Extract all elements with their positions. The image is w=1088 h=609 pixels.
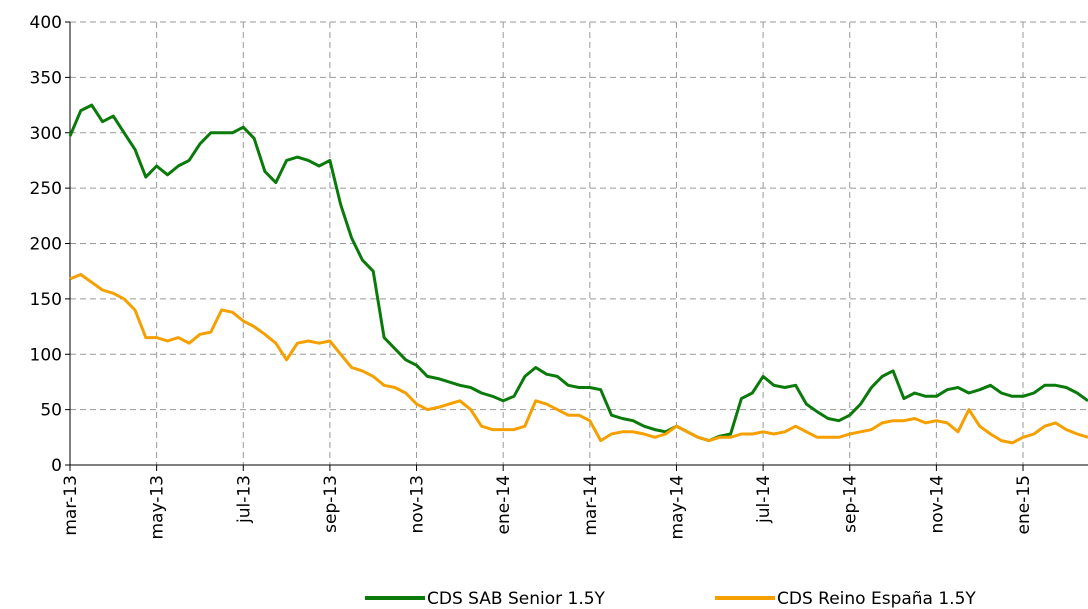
y-tick-label: 400 bbox=[30, 13, 62, 33]
legend-label: CDS Reino España 1.5Y bbox=[777, 589, 976, 609]
x-tick-label: ene-15 bbox=[1014, 475, 1034, 534]
x-tick-label: may-14 bbox=[667, 475, 687, 540]
x-tick-label: may-13 bbox=[148, 475, 168, 540]
x-tick-label: jul-13 bbox=[234, 475, 254, 524]
x-tick-label: sep-13 bbox=[321, 475, 341, 533]
series-line bbox=[69, 273, 1088, 445]
y-tick-label: 0 bbox=[51, 456, 62, 476]
y-tick-label: 350 bbox=[30, 68, 62, 88]
x-tick-label: nov-14 bbox=[927, 475, 947, 534]
x-tick-label: jul-14 bbox=[754, 475, 774, 524]
x-tick-label: ene-14 bbox=[494, 475, 514, 534]
y-tick-label: 250 bbox=[30, 179, 62, 199]
y-tick-label: 50 bbox=[40, 401, 62, 421]
series-line bbox=[68, 103, 1088, 443]
y-tick-label: 100 bbox=[30, 345, 62, 365]
y-tick-label: 150 bbox=[30, 290, 62, 310]
x-tick-label: mar-13 bbox=[61, 475, 81, 536]
x-tick-label: sep-14 bbox=[841, 475, 861, 533]
x-tick-label: mar-14 bbox=[581, 475, 601, 536]
y-tick-label: 300 bbox=[30, 124, 62, 144]
y-tick-label: 200 bbox=[30, 235, 62, 255]
x-tick-label: nov-13 bbox=[408, 475, 428, 534]
legend-label: CDS SAB Senior 1.5Y bbox=[427, 589, 606, 609]
